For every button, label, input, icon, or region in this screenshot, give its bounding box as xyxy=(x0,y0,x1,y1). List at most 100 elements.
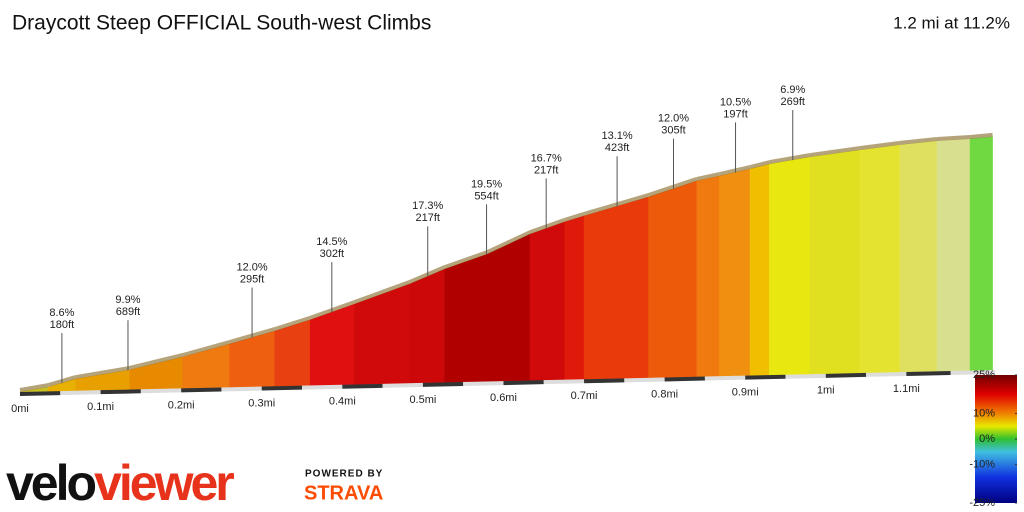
annotation-length: 302ft xyxy=(320,248,344,260)
annotation-grade: 16.7% xyxy=(531,152,562,164)
profile-top-edge xyxy=(486,230,531,254)
logo: veloviewer xyxy=(6,455,234,511)
annotation-grade: 9.9% xyxy=(115,294,140,306)
x-tick-label: 1mi xyxy=(817,385,835,397)
axis-band xyxy=(181,387,222,393)
axis-band xyxy=(382,382,423,388)
profile-segment xyxy=(809,149,860,375)
annotation-length: 295ft xyxy=(240,273,264,285)
profile-top-edge xyxy=(769,153,811,165)
profile-segment xyxy=(749,163,770,376)
subtitle: 1.2 mi at 11.2% xyxy=(893,13,1010,32)
profile-top-edge xyxy=(647,177,698,197)
profile-top-edge xyxy=(859,140,901,151)
annotation-length: 180ft xyxy=(50,319,74,331)
axis-band xyxy=(785,373,826,379)
axis-band xyxy=(664,376,705,382)
profile-segment xyxy=(769,156,810,376)
axis-band xyxy=(100,389,141,395)
axis-band xyxy=(261,385,303,391)
logo-left: velo xyxy=(6,455,96,511)
profile-segment xyxy=(409,268,445,384)
colorbar-label: -10% xyxy=(969,459,995,471)
profile-segment xyxy=(444,253,488,383)
profile-top-edge xyxy=(718,165,751,176)
annotation-grade: 13.1% xyxy=(601,130,632,142)
annotation-grade: 10.5% xyxy=(720,96,751,108)
strava-logo: STRAVA xyxy=(304,482,383,504)
annotation-grade: 8.6% xyxy=(49,307,74,319)
annotation-grade: 12.0% xyxy=(236,261,267,273)
profile-top-edge xyxy=(353,279,411,305)
annotation-length: 305ft xyxy=(661,125,685,137)
annotation-length: 197ft xyxy=(723,108,747,120)
axis-band xyxy=(906,371,951,376)
profile-segment xyxy=(648,180,698,379)
annotation-length: 217ft xyxy=(534,164,558,176)
x-tick-label: 0.7mi xyxy=(571,390,598,402)
axis-band xyxy=(704,375,746,381)
profile-segment xyxy=(969,136,993,371)
annotation-length: 689ft xyxy=(116,306,140,318)
profile-segment xyxy=(529,221,565,381)
profile-segment xyxy=(719,168,751,377)
x-tick-label: 0.4mi xyxy=(329,396,356,408)
profile-top-edge xyxy=(583,193,650,216)
x-tick-label: 0.3mi xyxy=(248,397,275,409)
colorbar-label: 10% xyxy=(973,407,995,419)
axis-band xyxy=(463,381,504,386)
profile-top-edge xyxy=(969,132,993,139)
profile-segment xyxy=(936,138,971,372)
profile-top-edge xyxy=(564,212,585,222)
axis-band xyxy=(301,384,343,390)
x-tick-label: 1.1mi xyxy=(893,383,920,395)
axis-band xyxy=(140,388,182,394)
profile-top-edge xyxy=(809,146,860,158)
profile-top-edge xyxy=(129,353,184,370)
annotation-grade: 17.3% xyxy=(412,200,443,212)
x-tick-label: 0.1mi xyxy=(87,401,114,413)
axis-band xyxy=(422,382,464,387)
profile-top-edge xyxy=(443,250,489,270)
axis-band xyxy=(221,386,262,392)
annotation-length: 554ft xyxy=(474,190,498,202)
profile-segment xyxy=(182,343,230,389)
profile-segment xyxy=(487,233,531,382)
axis-band xyxy=(624,377,665,383)
colorbar-label: -25% xyxy=(969,497,995,509)
colorbar xyxy=(975,375,1017,503)
profile-segment xyxy=(564,215,585,380)
axis-band xyxy=(60,390,101,396)
x-tick-label: 0.2mi xyxy=(168,399,195,411)
powered-by: POWERED BY xyxy=(305,469,383,480)
x-tick-label: 0.8mi xyxy=(651,388,678,400)
profile-segment xyxy=(583,196,649,380)
profile-top-edge xyxy=(19,383,49,392)
profile-top-edge xyxy=(75,365,130,380)
profile-segment xyxy=(696,175,720,377)
logo-right: viewer xyxy=(94,455,234,511)
annotation-grade: 14.5% xyxy=(316,236,347,248)
axis-band xyxy=(543,379,585,385)
profile-top-edge xyxy=(529,218,566,235)
title: Draycott Steep OFFICIAL South-west Climb… xyxy=(12,12,431,35)
profile-segment xyxy=(859,144,901,374)
colorbar-label: 0% xyxy=(979,433,995,445)
profile-top-edge xyxy=(899,137,938,145)
axis-band xyxy=(745,374,786,380)
x-tick-label: 0mi xyxy=(11,403,29,415)
annotation-length: 423ft xyxy=(605,142,629,154)
annotation-length: 269ft xyxy=(781,96,805,108)
annotation-grade: 19.5% xyxy=(471,178,502,190)
axis-band xyxy=(584,378,625,384)
profile-top-edge xyxy=(749,160,770,169)
x-tick-label: 0.6mi xyxy=(490,392,517,404)
annotation-grade: 12.0% xyxy=(658,113,689,125)
profile-segment xyxy=(274,319,311,387)
colorbar-label: 25% xyxy=(973,369,995,381)
x-tick-label: 0.9mi xyxy=(732,387,759,399)
profile-segment xyxy=(899,140,938,373)
profile-top-edge xyxy=(274,315,311,332)
axis-band xyxy=(342,383,383,389)
